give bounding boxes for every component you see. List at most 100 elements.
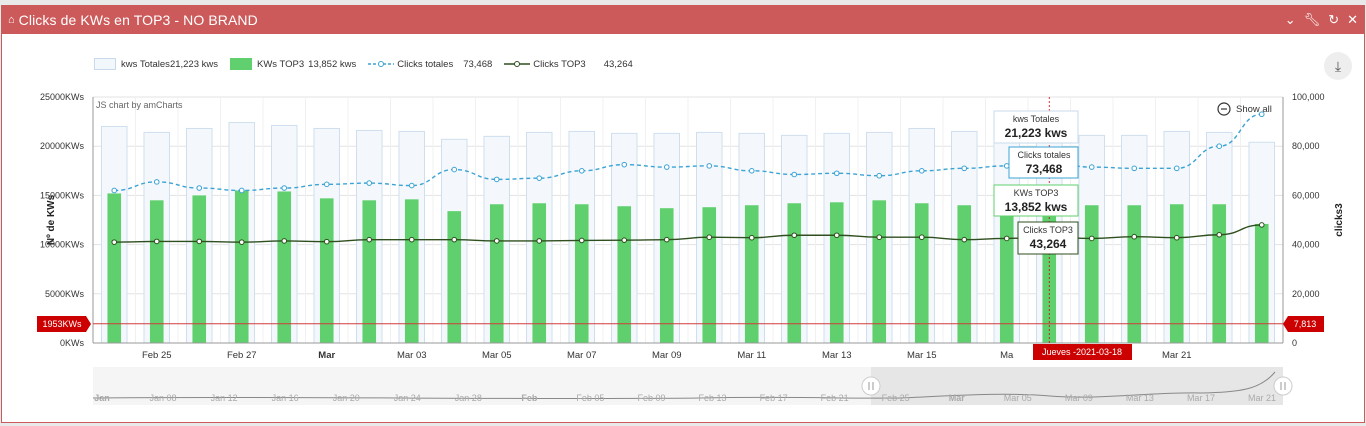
clicks-top3-point[interactable] xyxy=(153,238,160,245)
bar-kws-top3[interactable] xyxy=(192,195,207,343)
bar-kws-top3[interactable] xyxy=(362,200,377,343)
bar-kws-top3[interactable] xyxy=(999,206,1014,343)
clicks-totales-point[interactable] xyxy=(748,168,755,174)
bar-kws-top3[interactable] xyxy=(957,205,972,343)
bar-kws-top3[interactable] xyxy=(107,193,122,343)
bar-kws-top3[interactable] xyxy=(914,203,929,343)
bar-kws-top3[interactable] xyxy=(1254,223,1269,343)
bar-kws-top3[interactable] xyxy=(1169,204,1184,343)
clicks-top3-point[interactable] xyxy=(281,238,288,244)
legend-value: 21,223 kws xyxy=(169,58,218,70)
clicks-totales-point[interactable] xyxy=(621,161,628,168)
bar-kws-top3[interactable] xyxy=(489,204,504,343)
clicks-totales-point[interactable] xyxy=(493,176,500,183)
clicks-totales-point[interactable] xyxy=(578,168,585,174)
scrollbar[interactable]: Jan Jan 08 Jan 12 Jan 16 Jan 20 Jan 24 Jan 28 F… xyxy=(92,367,1293,405)
bar-kws-top3[interactable] xyxy=(1084,205,1099,343)
clicks-totales-point[interactable] xyxy=(536,175,543,181)
bar-kws-top3[interactable] xyxy=(447,211,462,343)
clicks-top3-point[interactable] xyxy=(323,238,330,245)
close-icon[interactable]: ✕ xyxy=(1347,12,1358,27)
bar-kws-top3[interactable] xyxy=(787,203,802,343)
clicks-totales-point[interactable] xyxy=(1173,165,1180,172)
clicks-totales-point[interactable] xyxy=(238,187,245,194)
legend-item-kws-top3[interactable]: KWs TOP3 13,852 kws xyxy=(230,58,356,70)
bar-kws-top3[interactable] xyxy=(829,202,844,343)
clicks-totales-point[interactable] xyxy=(833,170,840,177)
legend-item-clicks-totales[interactable]: Clicks totales 73,468 xyxy=(368,59,492,70)
refresh-icon[interactable]: ↻ xyxy=(1328,12,1340,27)
clicks-totales-point[interactable] xyxy=(111,187,118,194)
clicks-totales-point[interactable] xyxy=(366,180,373,186)
clicks-totales-point[interactable] xyxy=(918,168,925,174)
clicks-totales-point[interactable] xyxy=(1216,143,1223,149)
download-button[interactable]: ⤓ xyxy=(1324,52,1352,80)
clicks-top3-point[interactable] xyxy=(621,237,628,243)
legend-item-kws-totales[interactable]: kws Totales 21,223 kws xyxy=(94,58,218,70)
clicks-totales-point[interactable] xyxy=(281,185,288,191)
clicks-totales-point[interactable] xyxy=(791,171,798,178)
legend-item-clicks-top3[interactable]: Clicks TOP3 43,264 xyxy=(504,59,633,70)
left-tick-label: 0KWs xyxy=(60,338,85,348)
x-tick-label: Feb 27 xyxy=(227,350,257,361)
bar-kws-top3[interactable] xyxy=(277,191,292,343)
clicks-top3-point[interactable] xyxy=(493,238,500,244)
bar-kws-top3[interactable] xyxy=(404,199,419,343)
clicks-totales-point[interactable] xyxy=(408,182,415,189)
clicks-top3-point[interactable] xyxy=(536,238,543,244)
show-all-button[interactable]: Show all xyxy=(1217,102,1272,116)
bar-kws-top3[interactable] xyxy=(702,207,717,343)
clicks-top3-point[interactable] xyxy=(238,239,245,245)
clicks-top3-point[interactable] xyxy=(1003,235,1010,242)
bar-kws-top3[interactable] xyxy=(1127,205,1142,343)
bar-kws-top3[interactable] xyxy=(659,208,674,343)
clicks-totales-point[interactable] xyxy=(961,165,968,172)
scrollbar-grip-right[interactable] xyxy=(1273,376,1293,396)
bar-kws-top3[interactable] xyxy=(149,200,164,343)
clicks-top3-point[interactable] xyxy=(1258,222,1265,228)
clicks-totales-point[interactable] xyxy=(1088,164,1095,170)
clicks-top3-point[interactable] xyxy=(196,238,203,245)
clicks-totales-point[interactable] xyxy=(451,166,458,173)
wrench-icon[interactable]: 🔧︎ xyxy=(1303,12,1321,27)
bar-kws-top3[interactable] xyxy=(617,206,632,343)
clicks-top3-point[interactable] xyxy=(408,236,415,243)
clicks-totales-point[interactable] xyxy=(1131,165,1138,172)
clicks-top3-point[interactable] xyxy=(833,232,840,239)
bar-kws-top3[interactable] xyxy=(872,200,887,343)
chevron-down-icon[interactable]: ⌄ xyxy=(1284,12,1296,27)
clicks-top3-point[interactable] xyxy=(961,236,968,243)
clicks-totales-point[interactable] xyxy=(323,181,330,188)
clicks-totales-point[interactable] xyxy=(1003,163,1010,169)
clicks-top3-point[interactable] xyxy=(366,236,373,243)
clicks-totales-point[interactable] xyxy=(706,163,713,169)
scrollbar-selection[interactable] xyxy=(871,367,1283,405)
clicks-top3-point[interactable] xyxy=(451,236,458,243)
clicks-totales-point[interactable] xyxy=(1258,111,1265,118)
clicks-top3-point[interactable] xyxy=(1088,235,1095,242)
clicks-top3-point[interactable] xyxy=(578,237,585,244)
bar-kws-top3[interactable] xyxy=(319,198,334,343)
clicks-top3-point[interactable] xyxy=(1216,231,1223,238)
clicks-totales-point[interactable] xyxy=(196,185,203,191)
clicks-totales-point[interactable] xyxy=(663,164,670,170)
clicks-totales-point[interactable] xyxy=(876,172,883,179)
clicks-totales-point[interactable] xyxy=(153,179,160,185)
bar-kws-top3[interactable] xyxy=(1212,204,1227,343)
bar-kws-top3[interactable] xyxy=(574,204,589,343)
clicks-top3-point[interactable] xyxy=(663,236,670,243)
clicks-top3-point[interactable] xyxy=(791,232,798,239)
chart-credit[interactable]: JS chart by amCharts xyxy=(96,100,183,110)
clicks-top3-point[interactable] xyxy=(1131,233,1138,240)
clicks-top3-point[interactable] xyxy=(876,234,883,241)
bar-kws-top3[interactable] xyxy=(744,205,759,343)
clicks-top3-point[interactable] xyxy=(706,234,713,241)
bar-kws-top3[interactable] xyxy=(532,203,547,343)
clicks-top3-point[interactable] xyxy=(918,234,925,241)
clicks-top3-point[interactable] xyxy=(111,239,118,245)
clicks-top3-point[interactable] xyxy=(748,234,755,241)
bar-kws-top3[interactable] xyxy=(234,190,249,343)
clicks-top3-point[interactable] xyxy=(1173,234,1180,241)
scrollbar-grip-left[interactable] xyxy=(861,376,881,396)
right-tick-label: 100,000 xyxy=(1292,92,1325,102)
